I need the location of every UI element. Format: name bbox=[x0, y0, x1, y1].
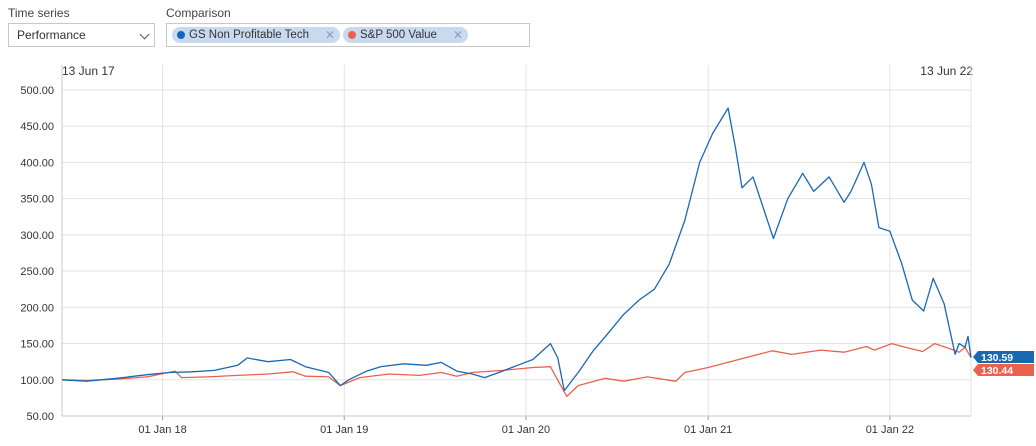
comparison-chip-sp500-value[interactable]: S&P 500 Value ✕ bbox=[343, 27, 468, 43]
x-tick-label: 01 Jan 18 bbox=[138, 424, 186, 436]
series-line bbox=[61, 342, 972, 398]
range-end-label: 13 Jun 22 bbox=[920, 64, 973, 78]
y-tick-label: 500.00 bbox=[20, 85, 54, 97]
last-value-label: 130.59 bbox=[981, 352, 1013, 364]
x-tick-label: 01 Jan 20 bbox=[502, 424, 550, 436]
y-tick-label: 200.00 bbox=[20, 302, 54, 314]
time-series-label: Time series bbox=[8, 6, 70, 20]
close-icon[interactable]: ✕ bbox=[325, 28, 336, 42]
comparison-chip-gs-tech[interactable]: GS Non Profitable Tech ✕ bbox=[172, 27, 340, 43]
y-tick-label: 50.00 bbox=[26, 411, 54, 423]
series-line bbox=[61, 107, 972, 392]
y-tick-label: 350.00 bbox=[20, 194, 54, 206]
series-color-dot bbox=[177, 31, 185, 39]
series-color-dot bbox=[348, 31, 356, 39]
time-series-value: Performance bbox=[17, 28, 86, 42]
y-tick-label: 150.00 bbox=[20, 339, 54, 351]
last-value-label: 130.44 bbox=[981, 365, 1013, 377]
y-tick-label: 450.00 bbox=[20, 121, 54, 133]
x-tick-label: 01 Jan 22 bbox=[866, 424, 914, 436]
close-icon[interactable]: ✕ bbox=[453, 28, 464, 42]
comparison-label: Comparison bbox=[166, 6, 231, 20]
comparison-input[interactable]: GS Non Profitable Tech ✕ S&P 500 Value ✕ bbox=[166, 23, 530, 47]
y-tick-label: 300.00 bbox=[20, 230, 54, 242]
y-tick-label: 250.00 bbox=[20, 266, 54, 278]
range-start-label: 13 Jun 17 bbox=[62, 64, 115, 78]
y-tick-label: 100.00 bbox=[20, 375, 54, 387]
chip-label: S&P 500 Value bbox=[360, 29, 437, 41]
last-value-flag bbox=[973, 351, 1034, 363]
chip-label: GS Non Profitable Tech bbox=[189, 29, 309, 41]
y-tick-label: 400.00 bbox=[20, 157, 54, 169]
time-series-dropdown[interactable]: Performance bbox=[8, 23, 155, 47]
last-value-flag bbox=[973, 364, 1034, 376]
x-tick-label: 01 Jan 21 bbox=[684, 424, 732, 436]
x-tick-label: 01 Jan 19 bbox=[320, 424, 368, 436]
